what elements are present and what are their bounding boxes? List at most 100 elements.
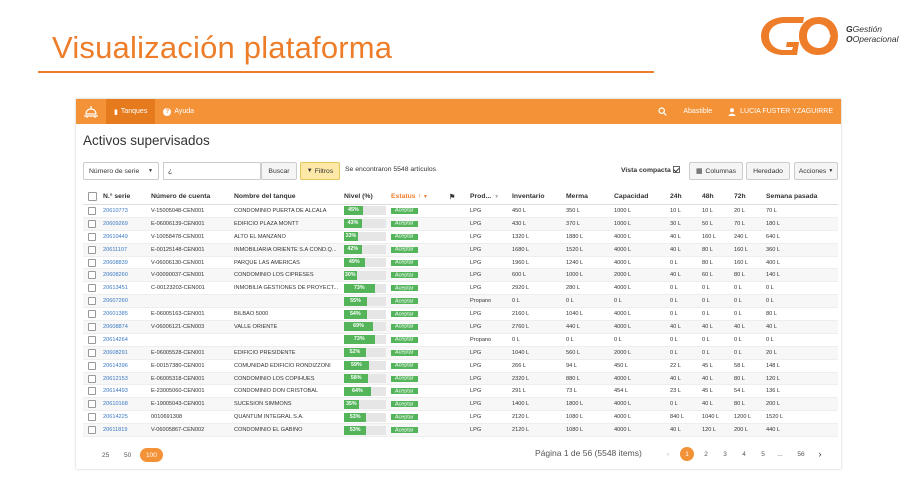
row-checkbox[interactable] xyxy=(88,335,96,344)
table-row[interactable]: 20614225 0010691308 QUANTUM INTEGRAL S.A. 5… xyxy=(83,411,838,425)
row-checkbox[interactable] xyxy=(88,374,96,383)
cell-capacidad: 450 L xyxy=(614,362,628,369)
table-row[interactable]: 20610168 E-19005043-CEN001 SUCESION SIMMON… xyxy=(83,398,838,412)
table-row[interactable]: 20608839 V-06006130-CEN001 PARQUE LAS AMER… xyxy=(83,257,838,270)
col-nivel[interactable]: Nivel (%) xyxy=(344,193,373,200)
flag-icon[interactable]: ⚑ xyxy=(449,193,456,201)
table-row[interactable]: 20608291 E-06005528-CEN001 EDIFICIO PRESID… xyxy=(83,346,838,360)
row-checkbox[interactable] xyxy=(88,387,96,396)
page-56[interactable]: 56 xyxy=(794,447,808,461)
search-input[interactable]: ¿ xyxy=(163,162,261,180)
table-row[interactable]: 20608874 V-06006121-CEN003 VALLE ORIENTE 69… xyxy=(83,321,838,334)
row-checkbox[interactable] xyxy=(88,245,96,254)
page-size-100[interactable]: 100 xyxy=(140,448,163,462)
row-checkbox[interactable] xyxy=(88,232,96,241)
cell-serie[interactable]: 20613451 xyxy=(103,285,128,292)
table-row[interactable]: 20607260 55% Aceptar Propano 0 L 0 L 0 L 0 L 0 L… xyxy=(83,295,838,309)
table-row[interactable]: 20610449 V-10058478-CEN001 ALTO EL MANZANO… xyxy=(83,231,838,244)
table-row[interactable]: 20610773 V-15005048-CEN001 CONDOMINIO PUER… xyxy=(83,205,838,218)
page-5[interactable]: 5 xyxy=(756,447,770,461)
table-row[interactable]: 20611107 E-00125148-CEN001 INMOBILIARIA OR… xyxy=(83,243,838,257)
col-cuenta[interactable]: Número de cuenta xyxy=(151,193,211,200)
columns-icon: ▦ xyxy=(695,168,703,175)
table-row[interactable]: 20611819 V-06005867-CEN002 CONDOMINIO EL G… xyxy=(83,424,838,438)
table-row[interactable]: 20614396 E-00157380-CEN001 COMUNIDAD EDIFI… xyxy=(83,360,838,373)
row-checkbox[interactable] xyxy=(88,348,96,357)
filter-button[interactable]: ▼ Filtros xyxy=(300,162,340,180)
page-size-50[interactable]: 50 xyxy=(124,448,131,462)
cell-serie[interactable]: 20612153 xyxy=(103,375,128,382)
nav-user[interactable]: LUCIA FUSTER YZAGUIRRE xyxy=(720,107,841,116)
cell-serie[interactable]: 20614264 xyxy=(103,336,128,343)
row-checkbox[interactable] xyxy=(88,258,96,267)
row-checkbox[interactable] xyxy=(88,322,96,331)
nav-abastible[interactable]: Abastible xyxy=(675,108,720,115)
table-row[interactable]: 20612153 E-06005318-CEN001 CONDOMINIO LOS … xyxy=(83,372,838,386)
cell-serie[interactable]: 20611107 xyxy=(103,246,128,253)
cell-serie[interactable]: 20611819 xyxy=(103,427,128,434)
col-semana[interactable]: Semana pasada xyxy=(766,193,818,200)
page-3[interactable]: 3 xyxy=(718,447,732,461)
cell-serie[interactable]: 20608874 xyxy=(103,323,128,330)
row-checkbox[interactable] xyxy=(88,206,96,215)
prev-page-button[interactable]: ‹ xyxy=(661,447,675,461)
inherited-button[interactable]: Heredado xyxy=(746,162,790,180)
row-checkbox[interactable] xyxy=(88,310,96,319)
col-72h[interactable]: 72h xyxy=(734,193,746,200)
table-row[interactable]: 20601385 E-06005163-CEN001 BILBAO 5000 54% A… xyxy=(83,308,838,322)
col-estatus[interactable]: Estatus ↑ ▼ xyxy=(391,193,449,200)
cell-serie[interactable]: 20608260 xyxy=(103,272,128,279)
columns-button[interactable]: ▦ Columnas xyxy=(689,162,743,180)
nav-search[interactable] xyxy=(650,107,675,116)
level-value: 45% xyxy=(348,207,359,214)
row-checkbox[interactable] xyxy=(88,400,96,409)
select-all-checkbox[interactable] xyxy=(88,192,97,201)
col-prod[interactable]: Prod... ▼ xyxy=(470,193,512,200)
next-page-button[interactable]: › xyxy=(813,447,827,461)
page-size-25[interactable]: 25 xyxy=(102,448,109,462)
row-checkbox[interactable] xyxy=(88,426,96,435)
col-merma[interactable]: Merma xyxy=(566,193,588,200)
col-nombre[interactable]: Nombre del tanque xyxy=(234,193,296,200)
col-serie[interactable]: N.° serie xyxy=(103,193,131,200)
compact-view-toggle[interactable]: Vista compacta xyxy=(621,166,680,174)
row-checkbox[interactable] xyxy=(88,284,96,293)
cell-serie[interactable]: 20608291 xyxy=(103,349,128,356)
page-1[interactable]: 1 xyxy=(680,447,694,461)
nav-tanques[interactable]: ▮ Tanques xyxy=(106,99,156,124)
table-row[interactable]: 20609269 E-06006139-CEN001 EDIFICIO PLAZA … xyxy=(83,217,838,231)
row-checkbox[interactable] xyxy=(88,361,96,370)
table-row[interactable]: 20608260 V-00090037-CEN001 CONDOMINIO LOS … xyxy=(83,269,838,283)
table-row[interactable]: 20614493 E-23005060-CEN001 CONDOMINIO DON … xyxy=(83,385,838,399)
search-button[interactable]: Buscar xyxy=(261,162,297,180)
tank-logo-icon[interactable] xyxy=(76,99,106,124)
cell-serie[interactable]: 20601385 xyxy=(103,311,128,318)
serial-select[interactable]: Número de serie ▼ xyxy=(83,162,159,180)
row-checkbox[interactable] xyxy=(88,271,96,280)
actions-button[interactable]: Acciones ▼ xyxy=(794,162,838,180)
row-checkbox[interactable] xyxy=(88,413,96,422)
cell-serie[interactable]: 20607260 xyxy=(103,298,128,305)
row-checkbox[interactable] xyxy=(88,297,96,306)
page-2[interactable]: 2 xyxy=(699,447,713,461)
cell-serie[interactable]: 20614493 xyxy=(103,388,128,395)
cell-serie[interactable]: 20608839 xyxy=(103,259,128,266)
nav-ayuda[interactable]: ? Ayuda xyxy=(155,99,202,124)
cell-nivel: 55% xyxy=(344,296,391,306)
cell-nivel: 33% xyxy=(344,232,391,242)
col-inventario[interactable]: Inventario xyxy=(512,193,545,200)
col-48h[interactable]: 48h xyxy=(702,193,714,200)
cell-serie[interactable]: 20614396 xyxy=(103,362,128,369)
cell-serie[interactable]: 20614225 xyxy=(103,414,128,421)
row-checkbox[interactable] xyxy=(88,219,96,228)
table-row[interactable]: 20614264 73% Aceptar Propano 0 L 0 L 0 L 0 L 0 L… xyxy=(83,334,838,347)
col-24h[interactable]: 24h xyxy=(670,193,682,200)
cell-inventario: 600 L xyxy=(512,272,526,279)
page-4[interactable]: 4 xyxy=(737,447,751,461)
cell-serie[interactable]: 20610773 xyxy=(103,207,128,214)
cell-serie[interactable]: 20610449 xyxy=(103,233,128,240)
table-row[interactable]: 20613451 C-00123203-CEN001 INMOBILIA GESTI… xyxy=(83,282,838,296)
col-capacidad[interactable]: Capacidad xyxy=(614,193,649,200)
cell-serie[interactable]: 20610168 xyxy=(103,401,128,408)
cell-serie[interactable]: 20609269 xyxy=(103,220,128,227)
